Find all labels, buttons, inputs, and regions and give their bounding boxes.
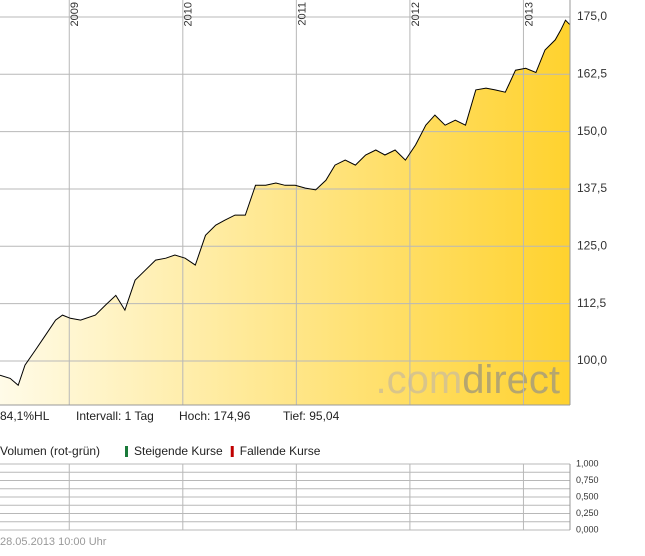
y-tick-label: 175,0 [577,9,607,23]
y-tick-label: 0,250 [576,508,599,518]
y-tick-label: 100,0 [577,353,607,367]
x-tick-label: 2012 [410,2,422,26]
y-tick-label: 0,000 [576,524,599,534]
y-tick-label: 162,5 [577,66,607,80]
timestamp: 28.05.2013 10:00 Uhr [0,536,107,548]
info-text: Hoch: 174,96 [179,409,251,423]
watermark: .comdirect [376,358,561,402]
watermark-direct: direct [462,358,560,402]
price-area [0,20,570,405]
price-line [0,19,571,387]
info-text: Intervall: 1 Tag [76,409,154,423]
x-tick-label: 2009 [69,2,81,26]
y-tick-label: 150,0 [577,124,607,138]
legend-swatch [230,446,234,457]
y-tick-label: 0,500 [576,491,599,501]
legend-label: Fallende Kurse [240,444,321,458]
y-tick-label: 112,5 [577,296,606,310]
x-tick-label: 2013 [523,2,535,26]
y-tick-label: 1,000 [576,458,599,468]
y-tick-label: 125,0 [577,238,607,252]
x-tick-label: 2011 [296,2,308,26]
legend-label: Steigende Kurse [134,444,223,458]
legend-swatch [125,446,128,457]
volume-title: Volumen (rot-grün) [0,444,100,458]
watermark-com: .com [376,358,463,402]
x-tick-label: 2010 [183,2,195,26]
y-tick-label: 0,750 [576,475,599,485]
y-tick-label: 137,5 [577,181,607,195]
info-text: Tief: 95,04 [283,409,340,423]
info-text: 84,1%HL [0,409,50,423]
